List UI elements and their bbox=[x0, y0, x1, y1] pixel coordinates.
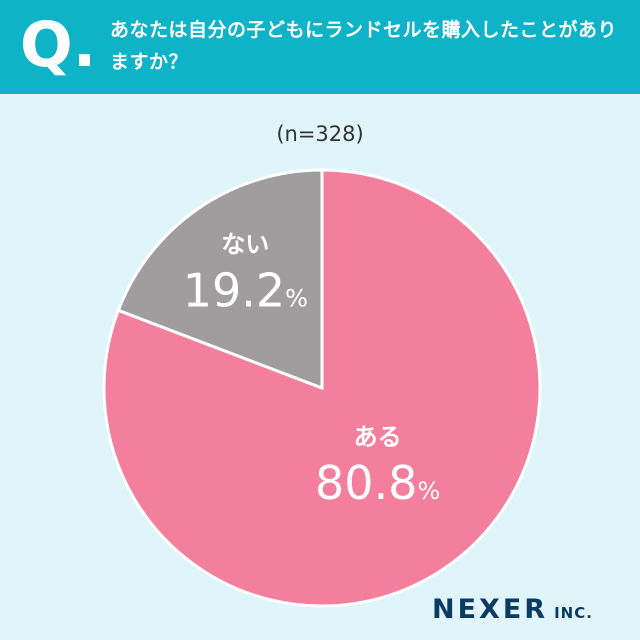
nexer-logo: NEXER INC. bbox=[432, 594, 593, 625]
q-mark: Q. bbox=[20, 8, 97, 81]
question-header: Q. あなたは自分の子どもにランドセルを購入したことがありますか？ bbox=[0, 0, 640, 94]
slice-category-label: ない bbox=[221, 231, 269, 259]
pie-slice-no bbox=[116, 168, 324, 391]
sample-size-label: (n=328) bbox=[276, 122, 364, 146]
logo-main: NEXER bbox=[432, 594, 549, 625]
question-text: あなたは自分の子どもにランドセルを購入したことがありますか？ bbox=[110, 19, 618, 73]
logo-sub: INC. bbox=[554, 604, 593, 622]
slice-category-label: ある bbox=[354, 423, 402, 451]
slice-value-label: 19.2% bbox=[183, 264, 308, 318]
slice-value-label: 80.8% bbox=[315, 456, 440, 510]
